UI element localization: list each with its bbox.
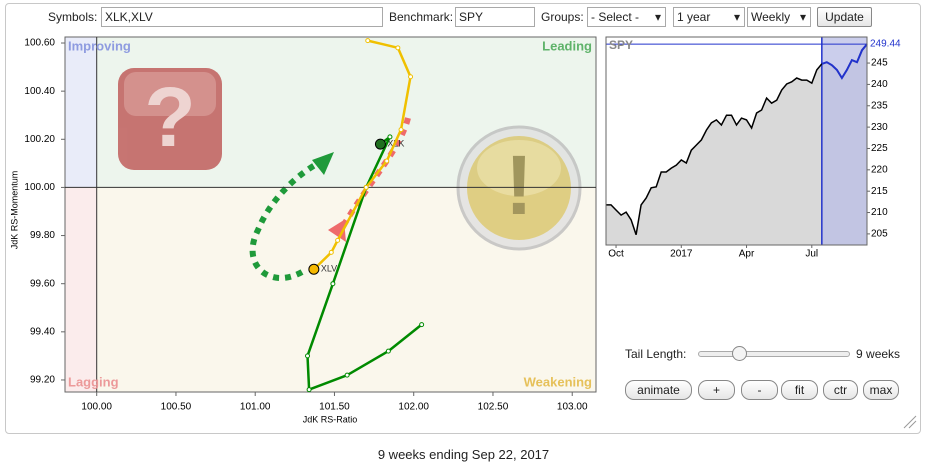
last-value-box (869, 38, 903, 51)
area-fill (606, 44, 867, 245)
tail-point (387, 134, 393, 140)
x-axis-label: JdK RS-Ratio (303, 414, 358, 424)
x-tick-label: 102.50 (478, 402, 509, 413)
question-icon: ? (118, 68, 222, 170)
tail-length-value: 9 weeks (856, 347, 900, 361)
tail-point (344, 372, 350, 378)
y-tick-label: 100.20 (24, 134, 55, 145)
tail-point (335, 237, 341, 243)
tail-point (328, 249, 334, 255)
y-tick-label: 235 (871, 100, 888, 111)
groups-select[interactable]: - Select - (587, 7, 666, 27)
tail-point (398, 127, 404, 133)
symbols-label: Symbols: (48, 10, 98, 24)
control-button[interactable]: animate (625, 380, 692, 400)
tail-point (408, 74, 414, 80)
arrow-head (312, 152, 334, 175)
head-point (374, 138, 386, 150)
x-tick-label: 100.00 (81, 402, 112, 413)
control-button[interactable]: - (741, 380, 778, 400)
control-button[interactable]: max (863, 380, 899, 400)
chart-title: SPY (609, 38, 633, 52)
symbols-input[interactable]: XLK,XLV (101, 7, 383, 27)
svg-text:?: ? (144, 70, 195, 164)
lagging-area (65, 187, 97, 392)
control-button[interactable]: ctr (823, 380, 858, 400)
y-tick-label: 100.60 (24, 38, 55, 49)
quadrant-label: Leading (542, 38, 592, 53)
x-tick-label: Oct (608, 249, 624, 260)
last-value-label: 249.44 (870, 39, 901, 50)
update-button[interactable]: Update (817, 7, 872, 27)
footer: 9 weeks ending Sep 22, 2017 (377, 447, 550, 462)
x-tick-label: 2017 (670, 249, 693, 260)
head-point (308, 263, 320, 275)
y-tick-label: 99.80 (30, 230, 55, 241)
highlight-line (821, 43, 868, 80)
tail-slider-track[interactable] (698, 351, 850, 357)
y-tick-label: 245 (871, 58, 888, 69)
resize-grip (903, 415, 917, 429)
quadrant-label: Weakening (524, 374, 592, 389)
y-tick-label: 99.60 (30, 278, 55, 289)
tail-point (363, 184, 369, 190)
y-tick-label: 100.40 (24, 86, 55, 97)
tail-point (395, 45, 401, 51)
quadrant-label: Improving (68, 38, 131, 53)
benchmark-input[interactable]: SPY (455, 7, 535, 27)
plot-frame (64, 36, 597, 393)
y-axis-label: JdK RS-Momentum (9, 171, 19, 250)
svg-text:!: ! (505, 138, 533, 232)
benchmark-label: Benchmark: (389, 10, 454, 24)
quadrant-label: Lagging (68, 374, 119, 389)
period-select[interactable]: 1 year (673, 7, 745, 27)
y-tick-label: 215 (871, 186, 888, 197)
tail-highlight (821, 37, 867, 245)
y-tick-label: 220 (871, 164, 888, 175)
tail-length-number: 9 (856, 347, 863, 361)
arrow-head (328, 220, 346, 242)
tail-point (306, 387, 312, 393)
tail-length-unit: weeks (866, 347, 901, 361)
frequency-select[interactable]: Weekly (747, 7, 811, 27)
tail-length-label: Tail Length: (625, 347, 687, 361)
y-tick-label: 205 (871, 229, 888, 240)
y-tick-label: 99.40 (30, 326, 55, 337)
tail-point (305, 353, 311, 359)
control-button[interactable]: fit (781, 380, 818, 400)
chart-frame (605, 36, 868, 246)
y-tick-label: 99.20 (30, 375, 55, 386)
y-tick-label: 230 (871, 122, 888, 133)
series-label: XLV (321, 264, 337, 274)
tail-point (419, 322, 425, 328)
tail-point (365, 38, 371, 44)
tail-point (330, 281, 336, 287)
x-tick-label: 102.00 (398, 402, 429, 413)
x-tick-label: Apr (739, 249, 755, 260)
x-tick-label: Jul (805, 249, 818, 260)
y-tick-label: 240 (871, 79, 888, 90)
y-tick-label: 100.00 (24, 182, 55, 193)
y-tick-label: 210 (871, 207, 888, 218)
x-tick-label: 100.50 (161, 402, 192, 413)
control-button[interactable]: + (698, 380, 735, 400)
groups-label: Groups: (541, 10, 584, 24)
y-tick-label: 225 (871, 143, 888, 154)
tail-slider-thumb[interactable] (732, 346, 747, 361)
x-tick-label: 101.50 (319, 402, 350, 413)
tail-point (385, 348, 391, 354)
tail-point (384, 158, 390, 164)
improving-area (65, 37, 97, 187)
x-tick-label: 103.00 (557, 402, 588, 413)
exclamation-icon: ! (456, 125, 582, 251)
x-tick-label: 101.00 (240, 402, 271, 413)
